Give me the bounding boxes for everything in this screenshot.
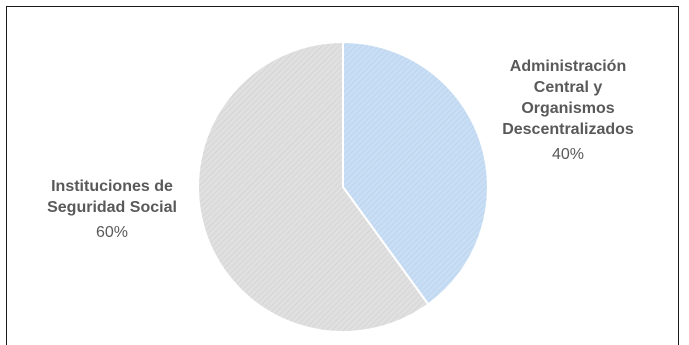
- slice-value-administracion: 40%: [551, 146, 585, 163]
- pie-slice-administracion: [342, 40, 489, 306]
- pie-slice-instituciones: [197, 40, 430, 333]
- slice-name-instituciones: Instituciones de Seguridad Social: [47, 178, 177, 216]
- slice-label-instituciones: Instituciones de Seguridad Social 60%: [26, 176, 198, 243]
- slice-name-administracion: Administración Central y Organismos Desc…: [502, 58, 634, 138]
- slice-label-administracion: Administración Central y Organismos Desc…: [478, 56, 658, 165]
- slice-value-instituciones: 60%: [95, 224, 129, 241]
